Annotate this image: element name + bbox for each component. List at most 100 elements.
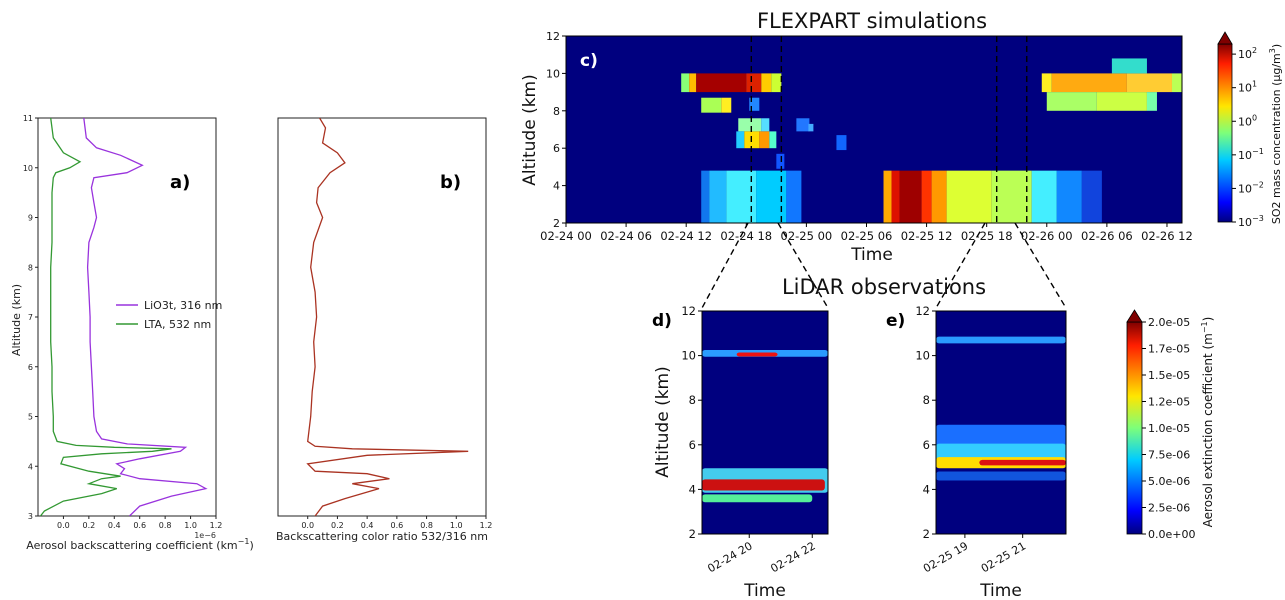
panel-a-label: a) [170,172,190,193]
zoom-line-d-left [701,222,749,309]
colorbar-extinction-label: Aerosol extinction coefficient (m−1) [1200,317,1215,528]
colorbar-so2-tick-label: 10−1 [1238,147,1264,162]
colorbar-so2-tick-label: 100 [1238,113,1257,128]
y-tick-label-a: 11 [23,114,33,123]
so2-cell [1081,170,1102,223]
extinction-layer [979,459,1066,466]
panel-c-xlabel: Time [850,245,893,265]
x-tick-label-d: 02-24 22 [768,539,817,575]
y-tick-label-a: 9 [28,214,33,223]
so2-cell [1111,58,1147,74]
so2-cell [681,73,690,93]
x-tick-label-a: 0.0 [57,521,70,530]
profile-line-b-0 [306,118,469,516]
x-tick-label-c: 02-25 06 [841,229,893,243]
y-tick-label-d: 4 [689,482,696,496]
so2-cell [1046,92,1097,111]
so2-cell [709,170,727,223]
so2-cell [769,131,777,149]
colorbar-extinction-tick-label: 5.0e-06 [1148,475,1190,488]
so2-cell [786,170,802,223]
colorbar-so2-label: SO2 mass concentration (μg/m3) [1268,44,1283,224]
x-tick-label-c: 02-26 00 [1021,229,1073,243]
y-tick-label-e: 12 [915,304,930,318]
so2-cell [776,153,785,169]
legend: LiO3t, 316 nm LTA, 532 nm [116,299,222,331]
y-tick-label-d: 2 [689,527,696,541]
x-tick-label-e: 02-25 21 [979,539,1028,575]
colorbar-extinction-extend [1126,309,1143,323]
extinction-layer [702,494,813,503]
x-tick-label-a: 1.0 [184,521,197,530]
x-tick-label-b: 0.2 [331,521,344,530]
extinction-layer [936,443,1066,460]
x-tick-label-b: 0.6 [390,521,403,530]
panel-a-xlabel: Aerosol backscattering coefficient (km−1… [26,537,254,552]
zoom-line-d-right [777,222,829,309]
panel-a: 0.0 0.2 0.4 0.6 0.8 1.0 1.2 3 4 5 6 7 8 9 10 11 a) Alti… [10,114,254,552]
y-tick-label-e: 4 [923,482,930,496]
so2-cell [721,97,732,113]
y-tick-label-a: 4 [28,462,33,471]
x-tick-label-a: 0.4 [108,521,121,530]
extinction-layer [702,479,825,491]
y-tick-label-d: 10 [681,349,696,363]
panel-a-frame [37,117,217,517]
x-tick-label-b: 0.8 [420,521,433,530]
x-tick-label-c: 02-25 12 [901,229,953,243]
panel-c-frame [565,35,1183,224]
x-tick-label-b: 1.0 [450,521,463,530]
x-tick-label-c: 02-25 18 [961,229,1013,243]
so2-cell [931,170,947,223]
extinction-layer [936,471,1066,481]
panel-d-label: d) [652,311,672,331]
x-tick-label-d: 02-24 20 [705,539,754,575]
so2-cell [1146,92,1157,111]
x-tick-label-c: 02-26 06 [1081,229,1133,243]
colorbar-extinction-tick-label: 2.0e-05 [1148,316,1190,329]
colorbar-extinction-tick-label: 1.7e-05 [1148,343,1190,356]
x-tick-label-e: 02-25 19 [921,539,970,575]
legend-label-lta: LTA, 532 nm [144,318,211,331]
panel-b-xlabel: Backscattering color ratio 532/316 nm [276,530,488,543]
panel-e: 2 4 6 8 10 12 02-25 19 02-25 21 e) Time 2.0e-05… [886,304,1215,600]
so2-cell [991,170,1032,223]
so2-cell [701,170,710,223]
colorbar-so2-extend [1217,31,1233,45]
y-tick-label-c: 8 [553,105,560,118]
y-tick-label-c: 10 [546,67,560,80]
panel-d-ylabel: Altitude (km) [653,366,673,478]
panel-c-label: c) [580,51,598,71]
y-tick-label-e: 2 [923,527,930,541]
x-tick-label-a: 0.2 [82,521,95,530]
x-tick-label-a: 0.6 [133,521,146,530]
so2-cell [1056,170,1082,223]
y-tick-label-a: 3 [28,512,33,521]
panel-e-label: e) [886,311,905,331]
lidar-title: LiDAR observations [782,275,986,299]
x-tick-label-c: 02-24 06 [600,229,652,243]
so2-cell [899,170,922,223]
legend-label-lio3t: LiO3t, 316 nm [144,299,222,312]
panel-c-ylabel: Altitude (km) [520,74,540,186]
panel-c: FLEXPART simulations 02-24 00 02-24 06 02-… [520,9,1283,265]
colorbar-so2-bar [1217,43,1233,223]
so2-cell [1051,73,1127,93]
x-tick-label-b: 0.4 [361,521,374,530]
y-tick-label-c: 6 [553,142,560,155]
colorbar-extinction-tick-label: 0.0e+00 [1148,528,1195,541]
so2-cell [1126,73,1172,93]
y-tick-label-d: 12 [681,304,696,318]
y-tick-label-e: 10 [915,349,930,363]
panel-a-ylabel: Altitude (km) [10,284,23,356]
panel-e-field [936,311,1066,534]
y-tick-label-e: 8 [923,393,930,407]
so2-cell [746,73,762,93]
so2-cell [759,131,770,149]
colorbar-extinction-tick-label: 7.5e-06 [1148,449,1190,462]
profile-line-a-0 [83,118,208,516]
colorbar-so2-tick-label: 10−3 [1238,214,1264,229]
panel-e-xlabel: Time [979,581,1022,600]
colorbar-extinction-tick-label: 2.5e-06 [1148,502,1190,515]
